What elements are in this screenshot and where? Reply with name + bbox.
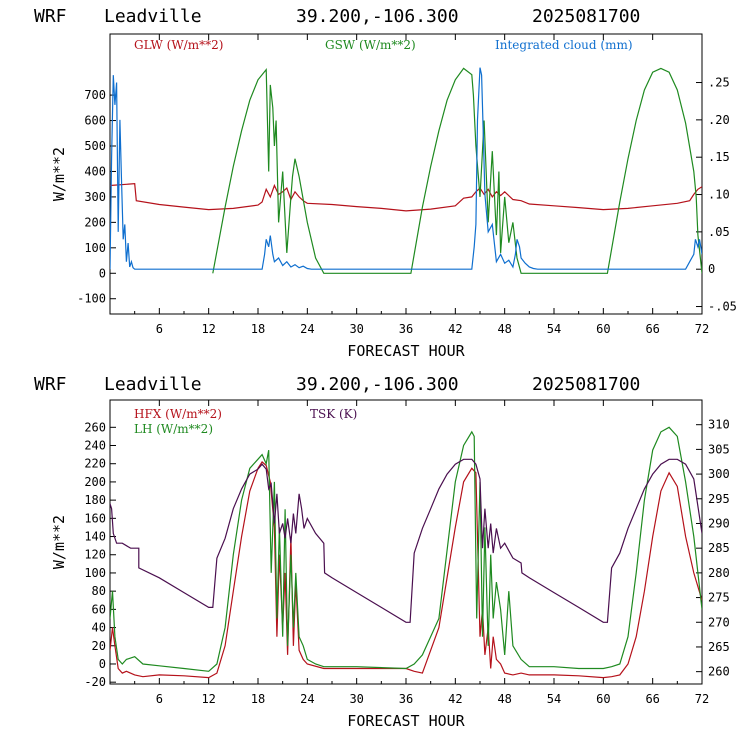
y2-tick-label: 260	[708, 665, 730, 679]
x-tick-label: 54	[547, 322, 561, 336]
y-tick-label: 200	[84, 215, 106, 229]
legend-entry-1: HFX (W/m**2)	[134, 407, 222, 421]
y2-tick-label: 0	[708, 262, 715, 276]
y-tick-label: 40	[92, 621, 106, 635]
header-coords: 39.200,-106.300	[296, 6, 459, 27]
x-tick-label: 24	[300, 322, 314, 336]
header-model: WRF	[34, 374, 67, 395]
y-axis-label: W/m**2	[50, 515, 68, 569]
y-tick-label: 300	[84, 190, 106, 204]
y-tick-label: 160	[84, 511, 106, 525]
y-tick-label: 100	[84, 241, 106, 255]
x-tick-label: 60	[596, 322, 610, 336]
x-tick-label: 12	[201, 692, 215, 706]
legend-entry-2: LH (W/m**2)	[134, 422, 213, 436]
y2-tick-label: 290	[708, 516, 730, 530]
x-tick-label: 72	[695, 692, 709, 706]
x-tick-label: 30	[349, 322, 363, 336]
y-tick-label: 60	[92, 602, 106, 616]
legend-entry-3: Integrated cloud (mm)	[495, 38, 633, 52]
y-tick-label: 140	[84, 530, 106, 544]
y-tick-label: 180	[84, 493, 106, 507]
y2-tick-label: 285	[708, 541, 730, 555]
y-axis-label: W/m**2	[50, 147, 68, 201]
x-tick-label: 36	[399, 692, 413, 706]
header-model: WRF	[34, 6, 67, 27]
series-line-1	[110, 460, 702, 679]
y2-tick-label: .15	[708, 150, 730, 164]
y2-tick-label: .20	[708, 113, 730, 127]
header-date: 2025081700	[532, 374, 640, 395]
chart-panel-2: WRF Leadville 39.200,-106.300 2025081700 6 12…	[34, 374, 730, 730]
y2-tick-label: 305	[708, 442, 730, 456]
y-tick-label: 600	[84, 114, 106, 128]
x-tick-label: 6	[156, 692, 163, 706]
y-tick-label: 200	[84, 475, 106, 489]
y2-tick-label: .10	[708, 188, 730, 202]
y-tick-label: 0	[99, 266, 106, 280]
x-axis-label: FORECAST HOUR	[347, 712, 465, 730]
x-tick-label: 42	[448, 322, 462, 336]
y2-tick-label: 295	[708, 492, 730, 506]
y2-tick-label: .25	[708, 76, 730, 90]
x-tick-label: 18	[251, 322, 265, 336]
y-tick-label: 400	[84, 164, 106, 178]
y-tick-label: 260	[84, 420, 106, 434]
series-line-1	[110, 183, 702, 212]
x-tick-label: 54	[547, 692, 561, 706]
y2-tick-label: 265	[708, 640, 730, 654]
y2-tick-label: -.05	[708, 300, 737, 314]
series-line-3	[110, 458, 702, 623]
y-tick-label: 80	[92, 584, 106, 598]
header-coords: 39.200,-106.300	[296, 374, 459, 395]
y-tick-label: 500	[84, 139, 106, 153]
y-tick-label: 0	[99, 657, 106, 671]
header-site: Leadville	[104, 374, 202, 395]
y-tick-label: 120	[84, 548, 106, 562]
y-tick-label: -20	[84, 675, 106, 689]
y-tick-label: 100	[84, 566, 106, 580]
y2-tick-label: 310	[708, 418, 730, 432]
header-site: Leadville	[104, 6, 202, 27]
x-tick-label: 72	[695, 322, 709, 336]
x-tick-label: 60	[596, 692, 610, 706]
y2-tick-label: 280	[708, 566, 730, 580]
x-tick-label: 30	[349, 692, 363, 706]
x-tick-label: 12	[201, 322, 215, 336]
y2-tick-label: 275	[708, 591, 730, 605]
x-axis-label: FORECAST HOUR	[347, 342, 465, 360]
x-tick-label: 42	[448, 692, 462, 706]
legend-entry-3: TSK (K)	[310, 407, 357, 421]
y2-tick-label: 270	[708, 615, 730, 629]
x-tick-label: 18	[251, 692, 265, 706]
y-tick-label: 20	[92, 639, 106, 653]
series-line-2	[110, 426, 702, 672]
y-tick-label: 240	[84, 439, 106, 453]
legend-entry-2: GSW (W/m**2)	[325, 38, 416, 52]
x-tick-label: 66	[645, 692, 659, 706]
y2-tick-label: 300	[708, 467, 730, 481]
plot-frame	[109, 33, 703, 315]
series-line-3	[110, 67, 702, 270]
series-line-2	[212, 67, 702, 274]
legend-entry-1: GLW (W/m**2)	[134, 38, 223, 52]
x-tick-label: 24	[300, 692, 314, 706]
x-tick-label: 48	[497, 322, 511, 336]
header-date: 2025081700	[532, 6, 640, 27]
y-tick-label: 700	[84, 88, 106, 102]
x-tick-label: 66	[645, 322, 659, 336]
x-tick-label: 48	[497, 692, 511, 706]
x-tick-label: 6	[156, 322, 163, 336]
y2-tick-label: .05	[708, 225, 730, 239]
y-tick-label: -100	[77, 292, 106, 306]
x-tick-label: 36	[399, 322, 413, 336]
plot-frame	[109, 399, 703, 685]
y-tick-label: 220	[84, 457, 106, 471]
chart-panel-1: WRF Leadville 39.200,-106.300 2025081700 6 12…	[34, 6, 737, 360]
